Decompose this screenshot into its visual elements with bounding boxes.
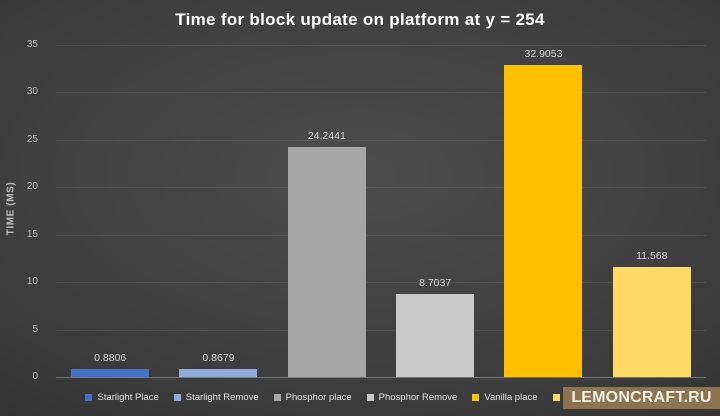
gridline (56, 282, 706, 284)
legend-item-series-6 (552, 393, 635, 401)
legend-marker-icon (552, 393, 560, 401)
bar-slot-vanilla-place: 32.9053 (504, 45, 583, 377)
bar-value-label: 32.9053 (524, 47, 563, 60)
gridline (56, 234, 706, 236)
watermark: LEMONCRAFT.RU (563, 387, 720, 409)
y-tick-label: 15 (26, 228, 38, 240)
bar-slot-starlight-place: 0.8806 (71, 45, 150, 377)
legend-label: Phosphor place (285, 391, 352, 403)
gridline (56, 92, 706, 94)
y-tick-label: 30 (26, 86, 38, 98)
legend-item-starlight-place: Starlight Place (85, 391, 159, 403)
legend-item-starlight-remove: Starlight Remove (173, 391, 259, 403)
legend-marker-icon (85, 393, 93, 401)
x-axis-line (56, 377, 706, 378)
bar-starlight-place (71, 368, 150, 377)
gridline (56, 329, 706, 331)
chart-title: Time for block update on platform at y =… (175, 10, 545, 29)
bar-series-6 (612, 267, 691, 377)
legend-marker-icon (366, 393, 374, 401)
legend-label: Phosphor Remove (378, 391, 458, 403)
y-axis-ticks: 0 5 10 15 20 25 30 35 (0, 39, 42, 382)
bar-value-label: 0.8806 (94, 351, 127, 364)
y-tick-label: 20 (26, 181, 38, 193)
y-tick-label: 10 (26, 276, 38, 288)
gridline (56, 139, 706, 141)
bar-value-label: 11.568 (636, 250, 668, 263)
legend-label: Starlight Place (97, 391, 159, 403)
legend-label: Starlight Remove (185, 391, 259, 403)
plot-area: 0.8806 0.8679 24.2441 8.7037 32.9053 11.568 (56, 45, 706, 378)
y-tick-label: 35 (26, 39, 38, 50)
bar-series: 0.8806 0.8679 24.2441 8.7037 32.9053 11.568 (56, 45, 706, 377)
legend-marker-icon (273, 393, 281, 401)
bar-slot-starlight-remove: 0.8679 (179, 45, 258, 377)
y-tick-label: 5 (32, 323, 38, 335)
y-tick-label: 0 (32, 371, 38, 382)
bar-phosphor-remove (396, 294, 475, 377)
legend-label: Vanilla place (484, 391, 538, 403)
legend-item-phosphor-place: Phosphor place (273, 391, 352, 403)
bar-value-label: 8.7037 (419, 277, 452, 290)
legend-item-vanilla-place: Vanilla place (472, 391, 538, 403)
legend-item-phosphor-remove: Phosphor Remove (366, 391, 458, 403)
bar-value-label: 0.8679 (202, 351, 235, 364)
bar-phosphor-place (287, 147, 366, 377)
legend: Starlight Place Starlight Remove Phosphor … (0, 389, 720, 405)
bar-starlight-remove (179, 368, 258, 377)
bar-slot-series-6: 11.568 (612, 45, 691, 377)
bar-slot-phosphor-remove: 8.7037 (396, 45, 475, 377)
bar-value-label: 24.2441 (307, 130, 346, 143)
legend-marker-icon (472, 393, 480, 401)
y-tick-label: 25 (26, 133, 38, 145)
bar-slot-phosphor-place: 24.2441 (287, 45, 366, 377)
legend-marker-icon (173, 393, 181, 401)
gridline (56, 45, 706, 46)
gridline (56, 187, 706, 189)
bar-vanilla-place (504, 64, 583, 377)
